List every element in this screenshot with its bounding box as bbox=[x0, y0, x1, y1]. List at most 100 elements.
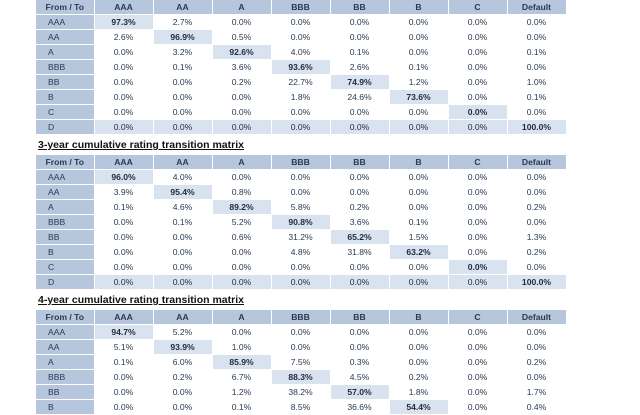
table-cell: 0.0% bbox=[507, 369, 567, 385]
row-label: AA bbox=[36, 184, 95, 200]
diagonal-cell: 100.0% bbox=[507, 119, 567, 135]
column-header: A bbox=[212, 155, 272, 170]
table-row: BBB 0.0% 0.2% 6.7% 88.3% 4.5% 0.2% 0.0% 0.0% bbox=[36, 369, 567, 385]
table-cell: 0.0% bbox=[448, 184, 508, 200]
table-cell: 0.0% bbox=[94, 59, 154, 75]
row-label: D bbox=[36, 119, 95, 135]
diagonal-cell: 100.0% bbox=[507, 274, 567, 290]
table-cell: 0.2% bbox=[389, 369, 449, 385]
table-cell: 1.8% bbox=[271, 89, 331, 105]
table-cell: 0.1% bbox=[389, 59, 449, 75]
table-row: BBB 0.0% 0.1% 5.2% 90.8% 3.6% 0.1% 0.0% 0.0% bbox=[36, 214, 567, 230]
table-cell: 0.1% bbox=[212, 399, 272, 415]
table-cell: 0.0% bbox=[448, 29, 508, 45]
table-cell: 0.0% bbox=[212, 244, 272, 260]
table-row: BB 0.0% 0.0% 0.2% 22.7% 74.9% 1.2% 0.0% 1.0% bbox=[36, 74, 567, 90]
table-cell: 4.0% bbox=[271, 44, 331, 60]
table-cell: 0.0% bbox=[94, 44, 154, 60]
table-cell: 4.0% bbox=[153, 169, 213, 185]
table-cell: 0.0% bbox=[448, 399, 508, 415]
table-cell: 0.0% bbox=[389, 14, 449, 30]
row-label: AAA bbox=[36, 14, 95, 30]
table-cell: 0.0% bbox=[94, 214, 154, 230]
table-cell: 0.0% bbox=[507, 339, 567, 355]
table-row: A 0.0% 3.2% 92.6% 4.0% 0.1% 0.0% 0.0% 0.1% bbox=[36, 44, 567, 60]
table-cell: 0.0% bbox=[389, 274, 449, 290]
diagonal-cell: 65.2% bbox=[330, 229, 390, 245]
matrix-title: 3-year cumulative rating transition matr… bbox=[38, 139, 244, 151]
table-cell: 0.0% bbox=[212, 14, 272, 30]
table-cell: 6.7% bbox=[212, 369, 272, 385]
column-header: AAA bbox=[94, 310, 154, 325]
table-cell: 0.0% bbox=[94, 259, 154, 275]
column-header: B bbox=[389, 310, 449, 325]
row-label: BBB bbox=[36, 214, 95, 230]
row-label: B bbox=[36, 399, 95, 415]
table-cell: 0.0% bbox=[94, 229, 154, 245]
header-row: From / To AAA AA A BBB BB B C Default bbox=[36, 310, 567, 325]
table-cell: 0.4% bbox=[507, 399, 567, 415]
table-row: AA 3.9% 95.4% 0.8% 0.0% 0.0% 0.0% 0.0% 0.0% bbox=[36, 184, 567, 200]
table-row: B 0.0% 0.0% 0.0% 4.8% 31.8% 63.2% 0.0% 0.2% bbox=[36, 244, 567, 260]
table-cell: 0.2% bbox=[330, 199, 390, 215]
table-cell: 0.0% bbox=[94, 104, 154, 120]
table-cell: 0.2% bbox=[507, 354, 567, 370]
table-cell: 0.0% bbox=[94, 399, 154, 415]
table-cell: 0.3% bbox=[330, 354, 390, 370]
table-cell: 1.8% bbox=[389, 384, 449, 400]
table-cell: 0.0% bbox=[448, 44, 508, 60]
diagonal-cell: 57.0% bbox=[330, 384, 390, 400]
table-cell: 0.0% bbox=[212, 259, 272, 275]
row-label: BB bbox=[36, 384, 95, 400]
table-cell: 0.0% bbox=[212, 119, 272, 135]
table-cell: 0.1% bbox=[94, 354, 154, 370]
table-cell: 0.0% bbox=[94, 89, 154, 105]
column-header: C bbox=[448, 310, 508, 325]
row-label: AA bbox=[36, 339, 95, 355]
table-cell: 6.0% bbox=[153, 354, 213, 370]
diagonal-cell: 0.0% bbox=[448, 104, 508, 120]
table-cell: 0.0% bbox=[448, 244, 508, 260]
table-cell: 0.0% bbox=[94, 74, 154, 90]
table-cell: 4.8% bbox=[271, 244, 331, 260]
table-cell: 0.0% bbox=[330, 184, 390, 200]
table-cell: 0.0% bbox=[507, 29, 567, 45]
table-cell: 0.1% bbox=[507, 89, 567, 105]
table-cell: 0.0% bbox=[507, 14, 567, 30]
table-cell: 0.0% bbox=[153, 399, 213, 415]
table-cell: 0.0% bbox=[330, 169, 390, 185]
table-cell: 0.0% bbox=[330, 339, 390, 355]
table-cell: 2.6% bbox=[94, 29, 154, 45]
column-header: AA bbox=[153, 0, 213, 15]
table-cell: 0.0% bbox=[507, 184, 567, 200]
table-cell: 1.2% bbox=[212, 384, 272, 400]
table-row: BB 0.0% 0.0% 0.6% 31.2% 65.2% 1.5% 0.0% 1.3% bbox=[36, 229, 567, 245]
table-cell: 0.0% bbox=[389, 184, 449, 200]
table-cell: 0.0% bbox=[448, 384, 508, 400]
table-cell: 1.7% bbox=[507, 384, 567, 400]
document: From / To AAA AA A BBB BB B C Default AAA 97.3% 2.7… bbox=[36, 0, 567, 415]
table-cell: 0.0% bbox=[389, 169, 449, 185]
diagonal-cell: 0.0% bbox=[448, 259, 508, 275]
table-cell: 0.0% bbox=[153, 244, 213, 260]
row-label: C bbox=[36, 104, 95, 120]
table-cell: 0.0% bbox=[271, 29, 331, 45]
row-label: B bbox=[36, 89, 95, 105]
table-cell: 0.0% bbox=[507, 104, 567, 120]
matrix-title: 4-year cumulative rating transition matr… bbox=[38, 294, 244, 306]
table-cell: 0.8% bbox=[212, 184, 272, 200]
table-cell: 0.0% bbox=[389, 104, 449, 120]
table-cell: 0.0% bbox=[212, 104, 272, 120]
table-row: AA 2.6% 96.9% 0.5% 0.0% 0.0% 0.0% 0.0% 0.0% bbox=[36, 29, 567, 45]
column-header: C bbox=[448, 0, 508, 15]
table-cell: 0.0% bbox=[330, 274, 390, 290]
table-cell: 0.0% bbox=[94, 369, 154, 385]
column-header: BB bbox=[330, 155, 390, 170]
table-cell: 0.0% bbox=[330, 104, 390, 120]
diagonal-cell: 90.8% bbox=[271, 214, 331, 230]
table-cell: 36.6% bbox=[330, 399, 390, 415]
table-cell: 0.6% bbox=[212, 229, 272, 245]
diagonal-cell: 96.9% bbox=[153, 29, 213, 45]
row-label: A bbox=[36, 354, 95, 370]
table-cell: 0.0% bbox=[212, 324, 272, 340]
